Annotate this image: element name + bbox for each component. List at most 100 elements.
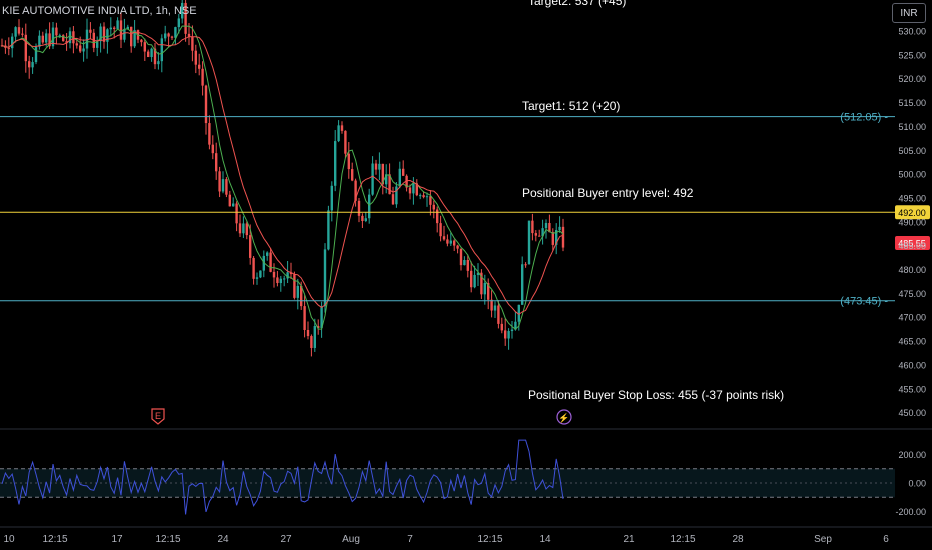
time-tick-label: 12:15 — [155, 534, 180, 545]
candle-body — [123, 29, 126, 40]
candle-body — [89, 29, 92, 33]
price-tick-label: 495.00 — [898, 193, 926, 203]
price-tick-label: 525.00 — [898, 50, 926, 60]
symbol-title: KIE AUTOMOTIVE INDIA LTD, 1h, NSE — [2, 5, 197, 17]
time-tick-label: 24 — [217, 534, 229, 545]
candle-body — [432, 204, 435, 210]
price-tick-label: 470.00 — [898, 313, 926, 323]
candle-body — [364, 218, 367, 222]
candle-body — [21, 33, 24, 35]
candle-body — [17, 27, 21, 34]
candle-body — [130, 26, 133, 47]
candle-body — [378, 163, 381, 170]
candle-body — [153, 48, 157, 65]
candle-body — [521, 264, 524, 305]
candle-body — [72, 31, 75, 44]
candle-body — [79, 45, 82, 52]
candle-body — [351, 169, 354, 181]
horizontal-levels[interactable]: (512.05) - (473.45) - 492.00 485.55 — [0, 112, 930, 308]
candle-body — [412, 183, 415, 194]
candle-body — [58, 35, 61, 37]
candle-body — [170, 36, 174, 38]
candle-body — [385, 174, 388, 185]
candle-body — [398, 168, 401, 187]
candle-body — [347, 153, 350, 170]
candle-body — [191, 36, 194, 51]
oscillator — [1, 439, 564, 515]
candle-body — [527, 220, 531, 265]
candle-body — [160, 38, 163, 62]
candle-body — [405, 175, 408, 188]
candle-body — [181, 2, 184, 19]
candle-body — [252, 257, 255, 279]
price-tick-label: 475.00 — [898, 289, 926, 299]
candle-body — [279, 278, 282, 284]
candle-body — [75, 43, 78, 46]
price-tick-label: 455.00 — [898, 384, 926, 394]
price-tick-label: 505.00 — [898, 146, 926, 156]
candle-body — [276, 277, 279, 284]
candle-body — [422, 195, 425, 198]
earnings-marker[interactable]: E — [151, 408, 165, 425]
time-tick-label: 14 — [539, 534, 551, 545]
candle-body — [296, 285, 299, 298]
candle-body — [167, 33, 170, 37]
price-tick-label: 520.00 — [898, 74, 926, 84]
candle-body — [11, 36, 14, 49]
candle-body — [381, 163, 384, 185]
candle-body — [28, 61, 31, 68]
candle-body — [317, 326, 320, 328]
candle-body — [313, 326, 316, 348]
candle-body — [544, 223, 548, 229]
candle-body — [327, 210, 330, 250]
candle-body — [323, 249, 327, 307]
price-tick-label: 500.00 — [898, 170, 926, 180]
currency-button[interactable]: INR — [892, 3, 926, 23]
event-markers[interactable]: E ⚡ — [151, 408, 572, 425]
candle-body — [208, 123, 211, 145]
candle-body — [504, 330, 507, 339]
candle-body — [245, 223, 248, 236]
candle-body — [395, 186, 398, 205]
oscillator-line — [1, 439, 564, 515]
candle-body — [439, 223, 442, 237]
candles — [0, 0, 565, 357]
candle-body — [68, 31, 72, 44]
dividend-marker-icon: ⚡ — [558, 412, 569, 424]
candle-body — [361, 215, 364, 222]
upper-level-label: (512.05) - — [840, 112, 888, 124]
candle-body — [449, 240, 452, 244]
candle-body — [425, 196, 429, 198]
candle-body — [419, 195, 422, 197]
candle-body — [266, 252, 269, 256]
candle-body — [402, 168, 405, 176]
candle-body — [391, 194, 395, 205]
candle-body — [446, 239, 449, 244]
candle-body — [225, 179, 228, 195]
dividend-marker-circle — [556, 409, 572, 425]
candle-body — [517, 304, 520, 322]
candle-body — [500, 323, 503, 331]
oscillator-band — [0, 468, 895, 498]
price-tick-label: 450.00 — [898, 408, 926, 418]
candle-body — [157, 61, 160, 65]
dividend-marker[interactable]: ⚡ — [556, 409, 572, 425]
price-tick-label: 530.00 — [898, 27, 926, 37]
candle-body — [198, 64, 201, 69]
candle-body — [388, 174, 391, 195]
last-price-label: 485.55 — [898, 239, 926, 249]
candle-body — [551, 232, 554, 245]
candle-body — [62, 35, 65, 42]
candle-body — [286, 272, 289, 279]
candle-body — [531, 220, 534, 234]
time-tick-label: 17 — [111, 534, 123, 545]
candle-body — [38, 35, 41, 47]
candle-body — [490, 299, 493, 311]
candle-body — [320, 306, 323, 328]
time-tick-label: Aug — [342, 534, 360, 545]
time-tick-label: Sep — [814, 534, 832, 545]
candle-body — [334, 141, 337, 186]
time-tick-label: 21 — [623, 534, 635, 545]
candle-body — [174, 27, 177, 38]
